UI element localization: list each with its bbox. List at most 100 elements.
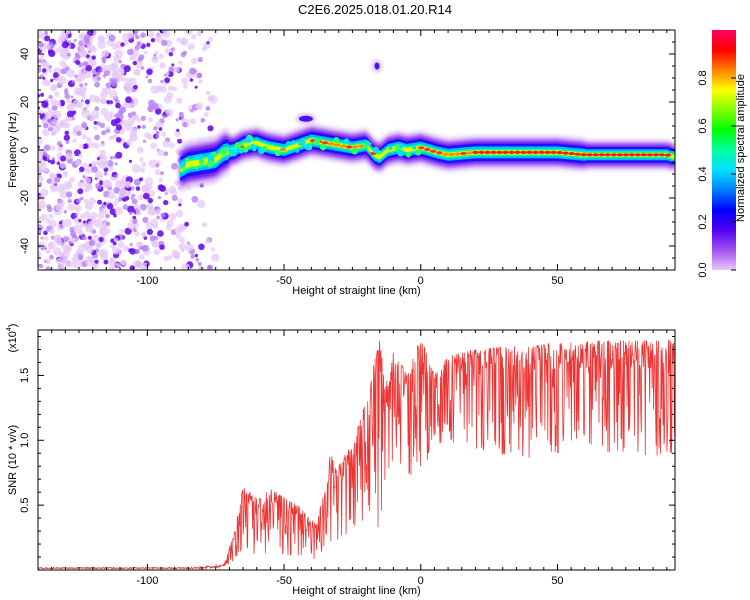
- noise-dot: [52, 110, 62, 120]
- noise-dot: [171, 63, 175, 67]
- noise-dot: [90, 61, 95, 66]
- noise-dot: [134, 45, 140, 51]
- noise-dot: [160, 39, 168, 46]
- noise-dot: [81, 86, 87, 92]
- noise-dot: [168, 142, 175, 149]
- ridge-blob: [258, 147, 265, 155]
- noise-dot: [106, 100, 111, 105]
- ridge-core-segment: [598, 153, 605, 157]
- noise-dot: [190, 108, 194, 112]
- ridge-core-segment: [430, 149, 437, 153]
- noise-dot: [63, 218, 72, 228]
- noise-dot: [132, 227, 137, 233]
- noise-dot: [205, 238, 211, 244]
- noise-dot: [146, 68, 153, 76]
- noise-dot: [79, 34, 85, 39]
- noise-dot: [59, 32, 69, 42]
- noise-dot: [172, 86, 177, 92]
- ridge-core-segment: [333, 143, 341, 147]
- noise-dot: [157, 230, 164, 237]
- ridge-core-segment: [616, 153, 623, 157]
- noise-dot: [189, 118, 196, 125]
- noise-dot: [176, 97, 183, 104]
- noise-dot: [178, 60, 183, 65]
- noise-dot: [83, 198, 89, 204]
- noise-dot: [44, 30, 48, 35]
- noise-dot: [180, 51, 186, 58]
- noise-dot: [59, 60, 67, 68]
- spectrogram-y-axis-title: Frequency (Hz): [7, 112, 19, 188]
- ridge-blob: [368, 142, 372, 146]
- noise-dot: [183, 84, 188, 89]
- ridge-blob: [185, 158, 190, 162]
- noise-dot: [168, 52, 174, 57]
- ridge-core-segment: [351, 145, 359, 149]
- ridge-blob: [244, 136, 252, 144]
- noise-dot: [51, 84, 58, 91]
- noise-dot: [100, 107, 109, 116]
- noise-dot: [75, 160, 81, 166]
- ridge-core-segment: [568, 152, 575, 156]
- noise-dot: [181, 77, 189, 85]
- noise-dot: [140, 66, 145, 70]
- noise-dot: [142, 216, 149, 223]
- noise-dot: [130, 186, 135, 191]
- noise-dot: [67, 158, 73, 164]
- noise-dot: [165, 109, 174, 117]
- noise-dot: [113, 214, 117, 218]
- noise-dot: [47, 159, 51, 163]
- noise-dot: [126, 138, 133, 146]
- ridge-blob: [304, 143, 311, 150]
- noise-dot: [130, 134, 138, 142]
- spectrogram-x-tick-label: 0: [418, 275, 424, 287]
- noise-dot: [40, 236, 44, 240]
- ridge-core: [180, 134, 672, 170]
- noise-dot: [106, 203, 114, 210]
- noise-dot: [83, 236, 87, 240]
- noise-dot: [160, 131, 167, 137]
- spectrogram-panel: -100 -50 0 50 -40 -20 0 20 40 Height of straight …: [7, 29, 676, 297]
- noise-dot: [43, 230, 48, 236]
- ridge-core-segment: [327, 142, 335, 146]
- noise-dot: [147, 78, 153, 84]
- ridge-core-segment: [610, 153, 617, 157]
- noise-dot: [187, 43, 195, 51]
- noise-dot: [55, 184, 64, 193]
- noise-dot: [131, 164, 141, 173]
- ridge-blob: [378, 150, 382, 154]
- noise-dot: [38, 94, 41, 98]
- noise-dot: [92, 75, 99, 82]
- noise-dot: [60, 155, 67, 162]
- noise-dot: [181, 263, 190, 270]
- noise-dot: [153, 126, 158, 131]
- ridge-core-segment: [604, 153, 611, 157]
- ridge-blob: [230, 150, 236, 155]
- noise-dot: [82, 175, 86, 179]
- noise-dot: [98, 236, 104, 243]
- noise-dot: [51, 105, 58, 111]
- colorbar-tick-label: 0.4: [697, 166, 709, 181]
- noise-dot: [136, 41, 141, 46]
- noise-dot: [197, 57, 203, 63]
- noise-dot: [114, 197, 120, 203]
- noise-dot: [84, 188, 89, 193]
- noise-dot: [85, 177, 91, 184]
- noise-dot: [50, 186, 58, 193]
- noise-dot: [175, 118, 179, 122]
- noise-dot: [185, 30, 193, 35]
- noise-dot: [42, 68, 47, 73]
- noise-region: [38, 30, 220, 270]
- ridge-blob: [280, 145, 286, 150]
- noise-dot: [97, 34, 105, 43]
- noise-dot: [75, 213, 78, 217]
- ridge-core-segment: [478, 150, 485, 154]
- noise-dot: [80, 196, 84, 201]
- noise-dot: [114, 113, 119, 118]
- noise-dot: [40, 92, 45, 97]
- noise-dot: [207, 125, 214, 132]
- noise-dot: [191, 34, 197, 40]
- noise-dot: [73, 216, 82, 225]
- noise-dot: [197, 72, 203, 78]
- noise-dot: [142, 244, 149, 252]
- noise-dot: [85, 103, 91, 108]
